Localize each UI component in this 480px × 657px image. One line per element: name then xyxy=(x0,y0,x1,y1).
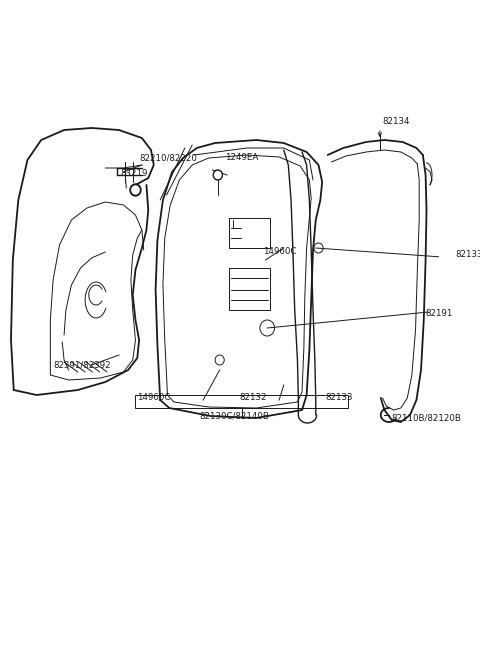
Text: 82132: 82132 xyxy=(240,394,267,403)
Text: 14960C: 14960C xyxy=(137,394,171,403)
Text: 82110B/82120B: 82110B/82120B xyxy=(392,413,462,422)
Text: 82133: 82133 xyxy=(455,250,480,260)
Text: 14960C: 14960C xyxy=(263,248,296,256)
Circle shape xyxy=(130,184,141,196)
Text: 83219: 83219 xyxy=(121,170,148,179)
Text: 82391/82392: 82391/82392 xyxy=(53,361,111,369)
Text: 82134: 82134 xyxy=(383,118,410,127)
Circle shape xyxy=(215,171,221,179)
Circle shape xyxy=(213,170,222,180)
Text: 82191: 82191 xyxy=(426,309,453,317)
Text: 82210/82220: 82210/82220 xyxy=(139,154,197,162)
Circle shape xyxy=(132,186,139,194)
Text: 82130C/82140B: 82130C/82140B xyxy=(200,411,269,420)
Text: 1249EA: 1249EA xyxy=(225,154,258,162)
Text: 82133: 82133 xyxy=(325,394,352,403)
